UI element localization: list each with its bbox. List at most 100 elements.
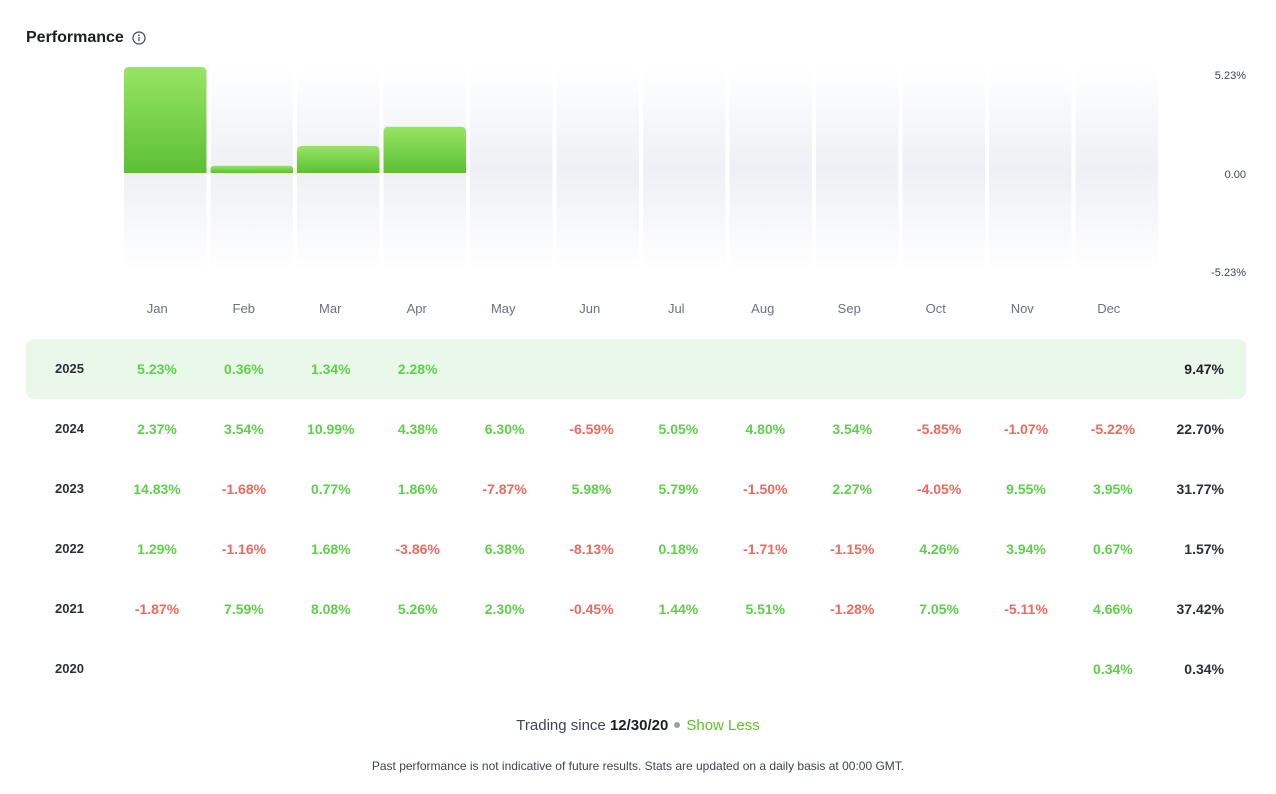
month-return-cell: -1.68% [221, 481, 267, 497]
month-return-cell: 3.94% [1006, 541, 1046, 557]
month-return-cell: 4.80% [745, 421, 786, 437]
year-label: 2024 [55, 421, 84, 436]
month-return-cell: 5.05% [658, 421, 699, 437]
x-tick-label: Sep [838, 301, 861, 316]
month-return-cell: 1.34% [310, 361, 351, 377]
trading-since-date: 12/30/20 [609, 717, 669, 734]
month-return-cell: -3.86% [395, 541, 440, 557]
column-background [816, 67, 899, 272]
table-row: 2023 14.83% -1.68% 0.77% 1.86% -7.87% 5.98% 5.7… [26, 459, 1246, 519]
x-tick-label: Jun [579, 301, 600, 316]
month-return-cell: -1.16% [221, 541, 267, 557]
table-row: 2021 -1.87% 7.59% 8.08% 5.26% 2.30% -0.45% 1.44… [26, 579, 1246, 639]
month-return-cell: 1.44% [658, 601, 699, 617]
month-return-cell: -1.07% [1003, 421, 1049, 437]
year-total-cell: 1.57% [1184, 541, 1224, 557]
month-return-cell: 5.79% [658, 481, 699, 497]
month-return-cell: -1.87% [134, 601, 180, 617]
column-background [470, 67, 553, 272]
month-return-cell: -5.11% [1004, 601, 1048, 617]
month-return-cell: 5.51% [745, 601, 786, 617]
month-return-cell: 10.99% [307, 421, 355, 437]
month-return-cell: -7.87% [482, 481, 527, 497]
year-total-cell: 37.42% [1176, 601, 1224, 617]
x-tick-label: Dec [1097, 301, 1121, 316]
month-return-cell: 4.26% [919, 541, 959, 557]
month-return-cell: -5.22% [1090, 421, 1136, 437]
trading-since-line: Trading since 12/30/20 Show Less [0, 717, 1276, 734]
month-return-cell: 3.95% [1093, 481, 1133, 497]
month-return-cell: 7.59% [224, 601, 264, 617]
column-background [989, 67, 1072, 272]
month-return-cell: 8.08% [310, 601, 351, 617]
year-total-cell: 22.70% [1176, 421, 1224, 437]
month-return-cell: 7.05% [919, 601, 959, 617]
month-return-cell: 0.34% [1093, 661, 1133, 677]
x-tick-label: Aug [751, 301, 774, 316]
disclaimer-text: Past performance is not indicative of fu… [371, 759, 905, 773]
month-return-cell: 2.27% [832, 481, 873, 497]
year-label: 2022 [55, 541, 84, 556]
y-tick-label: 5.23% [1215, 70, 1246, 82]
trading-since-label: Trading since [516, 717, 606, 734]
info-icon[interactable] [132, 31, 146, 45]
month-return-cell: -8.13% [569, 541, 614, 557]
month-return-cell: 9.55% [1006, 481, 1046, 497]
month-return-cell: 0.18% [658, 541, 699, 557]
month-return-cell: 4.66% [1093, 601, 1133, 617]
month-return-cell: 0.77% [310, 481, 351, 497]
bar-feb[interactable] [210, 165, 294, 173]
month-return-cell: -0.45% [569, 601, 614, 617]
month-return-cell: 1.68% [310, 541, 351, 557]
column-background [1075, 67, 1158, 272]
column-background [729, 67, 812, 272]
performance-chart: Jan Feb Mar Apr May Jun Jul Aug Sep Oct Nov Dec 5.23… [124, 67, 1246, 316]
year-label: 2025 [55, 361, 84, 376]
month-return-cell: 6.30% [484, 421, 525, 437]
year-total-cell: 0.34% [1184, 661, 1224, 677]
bar-jan[interactable] [124, 67, 207, 173]
performance-header: Performance [26, 29, 146, 47]
y-tick-label: -5.23% [1211, 267, 1246, 279]
month-return-cell: -6.59% [569, 421, 614, 437]
month-return-cell: 14.83% [133, 481, 181, 497]
table-row: 2020 0.34% 0.34% [26, 639, 1246, 699]
table-row: 2024 2.37% 3.54% 10.99% 4.38% 6.30% -6.59% 5.05… [26, 399, 1246, 459]
x-tick-label: May [491, 301, 516, 316]
month-return-cell: 2.28% [397, 361, 438, 377]
bar-apr[interactable] [383, 126, 467, 173]
table-row: 2022 1.29% -1.16% 1.68% -3.86% 6.38% -8.13% 0.1… [26, 519, 1246, 579]
year-label: 2021 [55, 601, 84, 616]
bar-mar[interactable] [297, 145, 380, 173]
month-return-cell: 1.29% [137, 541, 177, 557]
month-return-cell: 3.54% [224, 421, 264, 437]
month-return-cell: 0.67% [1093, 541, 1133, 557]
month-return-cell: 1.86% [397, 481, 438, 497]
year-label: 2023 [55, 481, 84, 496]
x-tick-label: Feb [233, 301, 255, 316]
month-return-cell: -1.50% [743, 481, 788, 497]
column-background [643, 67, 726, 272]
show-less-link[interactable]: Show Less [686, 717, 760, 734]
table-row: 2025 5.23% 0.36% 1.34% 2.28% 9.47% [26, 339, 1246, 399]
month-return-cell: 5.26% [397, 601, 438, 617]
month-return-cell: 3.54% [832, 421, 873, 437]
month-return-cell: 5.23% [137, 361, 177, 377]
x-tick-label: Nov [1011, 301, 1035, 316]
month-return-cell: 0.36% [224, 361, 264, 377]
month-return-cell: -1.28% [830, 601, 875, 617]
x-tick-label: Oct [926, 301, 947, 316]
year-total-cell: 31.77% [1176, 481, 1224, 497]
x-tick-label: Jul [668, 301, 685, 316]
page-title: Performance [26, 29, 124, 46]
month-return-cell: 6.38% [484, 541, 525, 557]
month-return-cell: -1.15% [830, 541, 875, 557]
month-return-cell: 2.37% [137, 421, 177, 437]
performance-table: 2025 5.23% 0.36% 1.34% 2.28% 9.47% 2024 2.37% 3.… [26, 339, 1246, 699]
x-tick-label: Jan [147, 301, 168, 316]
y-tick-label: 0.00 [1225, 169, 1246, 181]
month-return-cell: -1.71% [743, 541, 788, 557]
month-return-cell: 4.38% [397, 421, 438, 437]
year-total-cell: 9.47% [1184, 361, 1224, 377]
column-background [902, 67, 985, 272]
